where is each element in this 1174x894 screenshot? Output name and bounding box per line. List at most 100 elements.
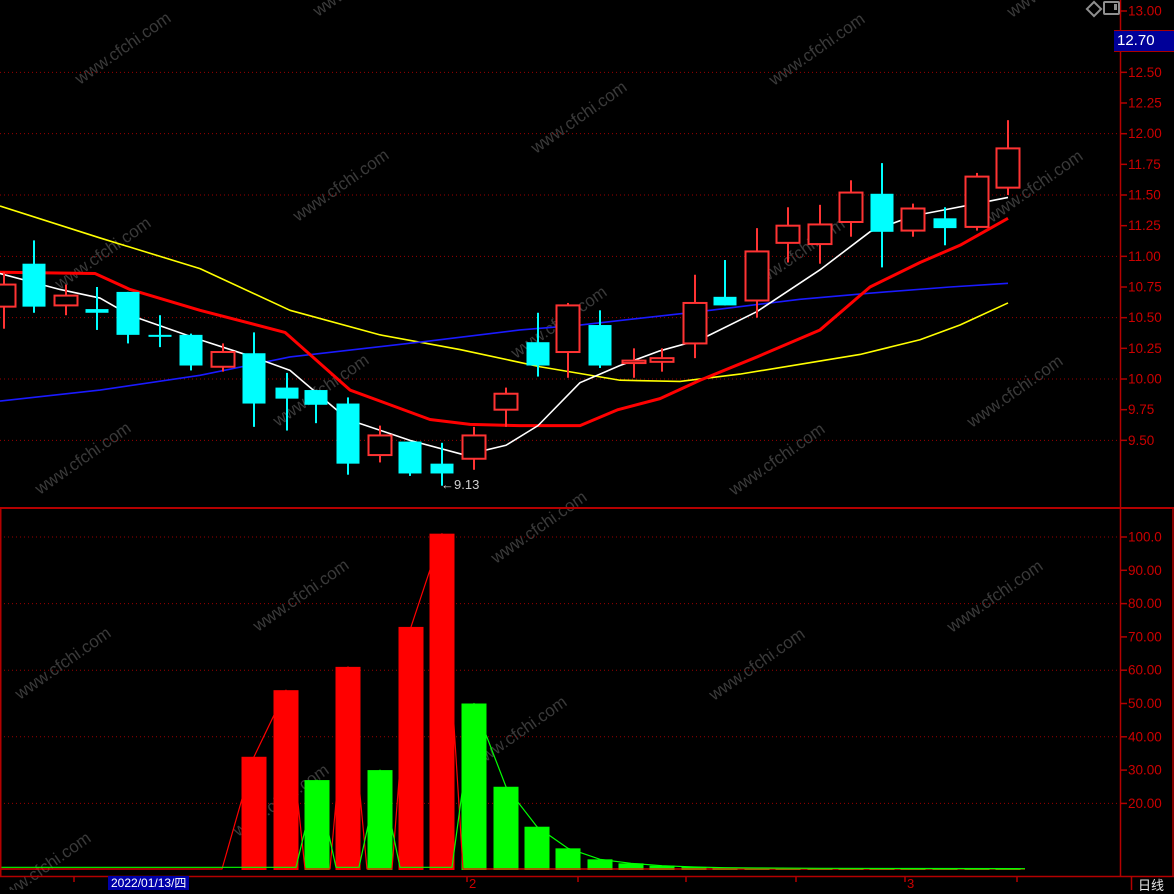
- volume-bar: [524, 826, 550, 870]
- candle-body-up: [838, 191, 864, 223]
- low-price-marker: ←9.13: [441, 477, 480, 492]
- candle-body-up: [493, 392, 519, 411]
- volume-bar: [241, 756, 267, 870]
- candle-body-down: [116, 291, 140, 335]
- candle-body-up: [807, 223, 833, 246]
- watermark-text: www.cfchi.com: [725, 419, 829, 500]
- volume-axis-label: 60.00: [1128, 663, 1162, 678]
- current-price-tag: 12.70: [1114, 30, 1174, 52]
- candle-body-down: [526, 342, 550, 366]
- price-axis-label: 10.75: [1128, 280, 1162, 295]
- ma-yellow: [0, 205, 1009, 383]
- volume-bar: [493, 786, 519, 870]
- candle-body-down: [933, 218, 957, 229]
- candle-body-down: [398, 441, 422, 474]
- volume-bar: [367, 770, 393, 870]
- watermark-text: www.cfchi.com: [249, 555, 353, 636]
- month-label: 3: [907, 876, 914, 890]
- vol-line-green: [0, 702, 1026, 870]
- volume-bar: [461, 703, 487, 870]
- volume-bar: [649, 865, 675, 870]
- price-axis-label: 12.00: [1128, 126, 1162, 141]
- price-axis-label: 11.75: [1128, 157, 1161, 172]
- candle-body-down: [430, 463, 454, 474]
- price-axis-label: 9.75: [1128, 402, 1154, 417]
- candle-body-up: [682, 301, 708, 345]
- candle-body-down: [148, 334, 172, 337]
- candle-body-down: [588, 325, 612, 366]
- watermark-text: www.cfchi.com: [963, 351, 1067, 432]
- cursor-date-tag: 2022/01/13/四: [108, 876, 190, 890]
- volume-bar: [587, 859, 613, 870]
- candle-body-down: [22, 263, 46, 307]
- volume-bar: [398, 626, 424, 870]
- price-axis-label: 12.50: [1128, 65, 1162, 80]
- volume-bar: [304, 780, 330, 870]
- watermark-text: www.cfchi.com: [487, 487, 591, 568]
- volume-axis-label: 50.00: [1128, 696, 1162, 711]
- vol-line-red: [0, 533, 1025, 870]
- volume-axis-label: 20.00: [1128, 796, 1162, 811]
- candle-body-down: [85, 309, 109, 313]
- volume-axis-label: 30.00: [1128, 763, 1162, 778]
- candle-body-up: [0, 283, 17, 308]
- candle-body-down: [870, 193, 894, 232]
- candle-body-up: [900, 207, 926, 232]
- volume-bar: [273, 690, 299, 870]
- ma-red: [0, 217, 1009, 428]
- price-axis-label: 13.00: [1128, 4, 1162, 19]
- candle-body-up: [621, 359, 647, 365]
- candle-body-down: [304, 390, 328, 405]
- volume-bar: [618, 863, 644, 870]
- volume-axis-label: 70.00: [1128, 629, 1162, 644]
- price-axis-label: 11.50: [1128, 188, 1161, 203]
- price-axis-label: 10.50: [1128, 310, 1162, 325]
- period-label: 日线: [1138, 878, 1165, 893]
- volume-axis-label: 90.00: [1128, 563, 1162, 578]
- watermark-text: www.cfchi.com: [289, 145, 393, 226]
- candle-body-up: [995, 147, 1021, 189]
- candle-body-up: [964, 175, 990, 228]
- candle-body-down: [179, 334, 203, 366]
- watermark-text: www.cfchi.com: [11, 623, 115, 704]
- price-axis-label: 11.25: [1128, 218, 1161, 233]
- volume-axis-label: 40.00: [1128, 729, 1162, 744]
- volume-axis-label: 100.0: [1128, 530, 1162, 545]
- candle-body-up: [210, 351, 236, 368]
- candle-body-down: [242, 353, 266, 404]
- ma-white: [0, 196, 1009, 456]
- candle-body-up: [367, 434, 393, 457]
- split-pane-icon-bar: [1114, 4, 1117, 10]
- watermark-text: www.cfchi.com: [0, 828, 94, 890]
- price-axis-label: 11.00: [1128, 249, 1161, 264]
- watermark-text: www.cfchi.com: [527, 77, 631, 158]
- price-axis-label: 9.50: [1128, 433, 1154, 448]
- candle-body-up: [775, 224, 801, 244]
- candle-body-up: [649, 357, 675, 363]
- volume-bar: [429, 533, 455, 870]
- candle-body-up: [461, 434, 487, 460]
- watermark-text: www.cfchi.com: [71, 8, 175, 89]
- watermark-text: www.cfchi.com: [51, 213, 155, 294]
- candle-body-up: [53, 294, 79, 307]
- split-pane-icon[interactable]: [1103, 1, 1120, 15]
- candle-body-up: [744, 250, 770, 302]
- candle-body-down: [713, 296, 737, 306]
- watermark-text: www.cfchi.com: [943, 556, 1047, 637]
- price-axis-label: 12.25: [1128, 96, 1162, 111]
- candle-body-down: [275, 387, 299, 399]
- watermark-text: www.cfchi.com: [309, 0, 413, 21]
- volume-bar: [555, 848, 581, 870]
- price-axis-label: 10.00: [1128, 372, 1162, 387]
- watermark-text: www.cfchi.com: [765, 9, 869, 90]
- ma-blue: [0, 282, 1009, 402]
- volume-axis-label: 80.00: [1128, 596, 1162, 611]
- volume-bar: [335, 666, 361, 870]
- candle-body-down: [336, 403, 360, 464]
- watermark-text: www.cfchi.com: [31, 418, 135, 499]
- month-label: 2: [469, 876, 476, 890]
- watermark-text: www.cfchi.com: [705, 624, 809, 705]
- price-axis-label: 10.25: [1128, 341, 1162, 356]
